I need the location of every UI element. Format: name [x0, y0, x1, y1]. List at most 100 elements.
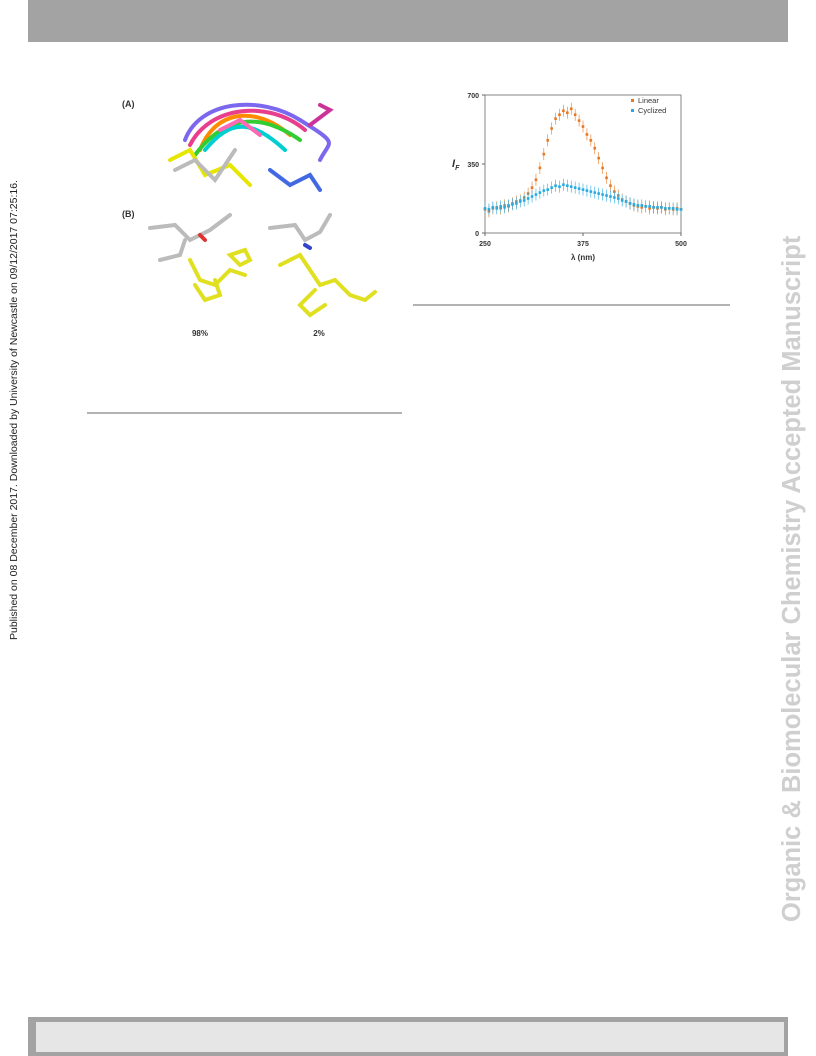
marker — [554, 184, 557, 187]
point — [507, 199, 510, 212]
molecule-b — [148, 213, 377, 318]
point — [546, 134, 550, 147]
point — [675, 203, 679, 216]
molecule-overlay — [168, 102, 334, 192]
marker — [671, 207, 675, 210]
point — [613, 191, 616, 204]
marker — [507, 204, 510, 207]
panel-label: (A) — [122, 99, 135, 109]
marker — [542, 152, 546, 156]
point — [593, 186, 597, 199]
header-bar — [28, 0, 788, 42]
point — [581, 183, 585, 196]
marker — [569, 185, 573, 188]
y-axis-label-sub: F — [455, 165, 460, 172]
marker — [589, 190, 593, 193]
y-tick-label: 700 — [467, 93, 479, 100]
point — [679, 203, 683, 216]
marker — [558, 113, 561, 117]
point — [495, 202, 499, 215]
point — [648, 200, 651, 213]
marker — [503, 206, 506, 209]
point — [538, 161, 542, 174]
marker — [542, 189, 546, 192]
point — [550, 122, 553, 135]
point — [487, 203, 491, 216]
point — [558, 108, 561, 121]
point — [597, 152, 600, 165]
footer-box — [36, 1022, 784, 1052]
point — [483, 202, 487, 215]
marker — [640, 204, 644, 207]
marker — [573, 186, 577, 189]
point — [558, 180, 561, 193]
marker — [656, 206, 659, 209]
point — [616, 192, 620, 205]
marker — [566, 184, 569, 187]
y-tick-label: 350 — [467, 162, 479, 169]
marker — [518, 200, 522, 203]
marker — [605, 194, 608, 197]
point — [526, 192, 530, 205]
y-axis-label-main: I — [452, 158, 456, 170]
marker — [577, 187, 581, 190]
point — [503, 201, 506, 214]
point — [660, 201, 663, 214]
x-tick-label: 500 — [675, 241, 687, 248]
point — [597, 187, 600, 200]
marker — [530, 195, 534, 198]
point — [573, 108, 577, 121]
x-tick-label: 250 — [479, 241, 491, 248]
marker — [675, 208, 679, 211]
marker — [585, 189, 589, 192]
caption: 98% — [192, 329, 208, 338]
point — [624, 195, 628, 208]
marker — [550, 186, 553, 189]
marker — [554, 117, 557, 120]
point — [515, 197, 518, 210]
point — [577, 182, 581, 195]
point — [566, 179, 569, 192]
point — [554, 112, 557, 125]
point — [605, 189, 608, 202]
marker — [644, 205, 648, 208]
plot-frame — [484, 94, 682, 234]
point — [636, 199, 640, 212]
marker — [609, 195, 612, 198]
point — [577, 114, 581, 127]
marker — [628, 202, 632, 205]
marker — [581, 125, 585, 128]
marker — [589, 139, 593, 142]
point — [546, 183, 550, 196]
point — [538, 186, 542, 199]
point — [656, 201, 659, 214]
point — [499, 200, 502, 213]
marker — [526, 197, 530, 200]
marker — [546, 188, 550, 191]
marker — [515, 202, 518, 205]
point — [628, 197, 632, 210]
point — [562, 104, 565, 117]
marker — [609, 184, 612, 187]
point — [511, 198, 514, 211]
marker — [632, 203, 636, 206]
marker — [538, 191, 542, 194]
point — [550, 181, 553, 194]
marker — [660, 206, 663, 209]
marker — [566, 111, 569, 115]
point — [581, 120, 585, 133]
legend-marker — [631, 109, 634, 112]
marker — [624, 200, 628, 203]
marker — [593, 146, 597, 150]
point — [644, 200, 648, 213]
marker — [581, 188, 585, 191]
marker — [522, 199, 526, 202]
marker — [636, 204, 640, 207]
marker — [558, 185, 561, 188]
legend-label: Cyclized — [638, 106, 666, 115]
marker — [601, 166, 604, 170]
marker — [530, 186, 534, 189]
point — [491, 201, 495, 214]
